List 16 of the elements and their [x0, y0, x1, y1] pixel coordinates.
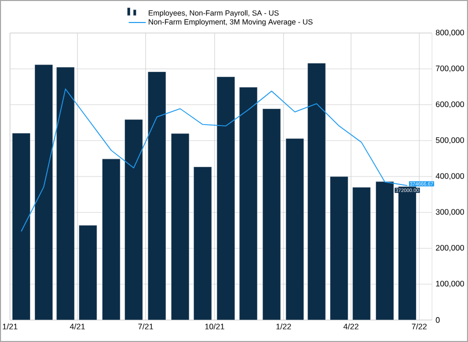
bar [330, 176, 348, 320]
bar [148, 72, 166, 320]
bar [34, 64, 53, 320]
bar [56, 66, 75, 320]
bar [307, 62, 326, 320]
bar [262, 108, 281, 320]
bar [352, 187, 371, 320]
bar [286, 138, 304, 320]
bar [12, 132, 30, 320]
bar [171, 133, 190, 320]
bar [124, 119, 143, 320]
bar [193, 166, 212, 320]
bar [78, 225, 98, 320]
bar [216, 76, 236, 320]
bar [102, 158, 120, 320]
bar [239, 87, 258, 320]
